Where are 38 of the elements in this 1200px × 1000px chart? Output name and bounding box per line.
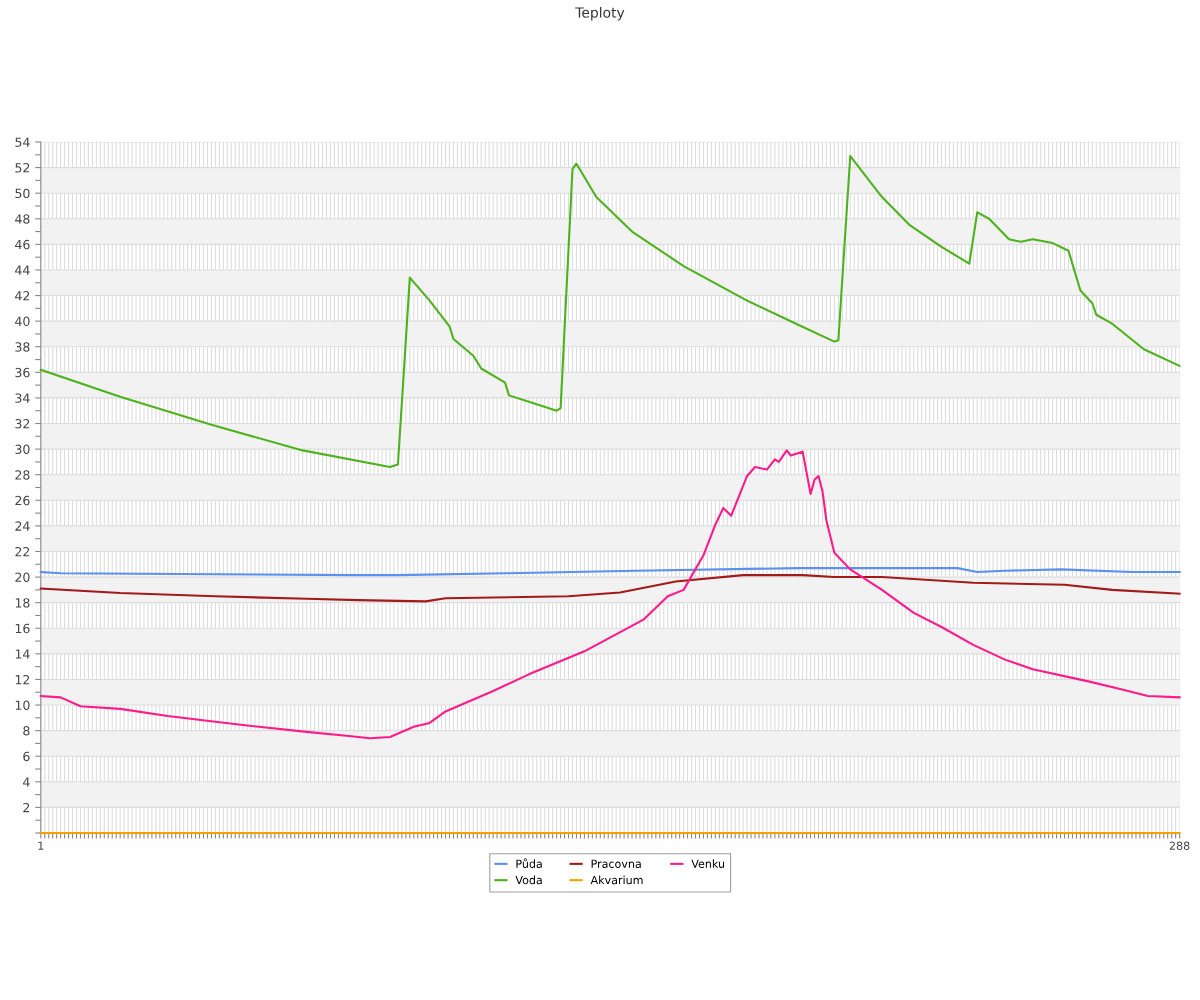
y-tick-label: 12 bbox=[15, 674, 30, 685]
y-tick-label: 46 bbox=[15, 239, 30, 250]
legend-label: Pracovna bbox=[591, 859, 641, 868]
y-tick-label: 30 bbox=[15, 444, 30, 455]
y-tick-label: 44 bbox=[15, 265, 30, 275]
y-tick-label: 22 bbox=[15, 546, 30, 557]
y-tick-label: 36 bbox=[15, 367, 30, 378]
x-tick-label: 288 bbox=[1169, 841, 1190, 850]
y-tick-label: 18 bbox=[15, 598, 30, 608]
chart-title: Teploty bbox=[575, 7, 625, 21]
y-tick-label: 52 bbox=[15, 163, 30, 173]
legend-label: Venku bbox=[691, 859, 725, 868]
y-tick-label: 48 bbox=[15, 214, 30, 224]
y-tick-label: 10 bbox=[15, 700, 30, 710]
y-tick-label: 16 bbox=[15, 623, 30, 634]
y-tick-label: 26 bbox=[15, 495, 30, 506]
y-tick-label: 42 bbox=[15, 291, 30, 301]
legend-label: Akvarium bbox=[590, 875, 643, 885]
y-tick-label: 32 bbox=[15, 418, 30, 429]
line-series bbox=[39, 567, 1181, 577]
y-tick-label: 6 bbox=[23, 751, 30, 762]
y-tick-label: 28 bbox=[15, 470, 30, 480]
y-tick-label: 40 bbox=[15, 316, 30, 327]
x-tick-label: 1 bbox=[38, 841, 44, 850]
line-series bbox=[39, 449, 1181, 740]
y-tick-label: 50 bbox=[15, 188, 30, 199]
legend-label: Půda bbox=[516, 858, 542, 868]
y-tick-label: 38 bbox=[15, 342, 30, 352]
y-tick-label: 4 bbox=[23, 777, 30, 787]
line-series bbox=[39, 155, 1181, 469]
y-tick-label: 24 bbox=[15, 521, 30, 531]
y-tick-label: 20 bbox=[15, 572, 30, 582]
legend-label: Voda bbox=[515, 875, 542, 885]
y-tick-label: 54 bbox=[15, 137, 30, 147]
y-tick-label: 34 bbox=[15, 393, 30, 403]
y-tick-label: 8 bbox=[23, 726, 30, 736]
y-tick-label: 14 bbox=[15, 649, 30, 659]
y-tick-label: 2 bbox=[23, 802, 30, 813]
